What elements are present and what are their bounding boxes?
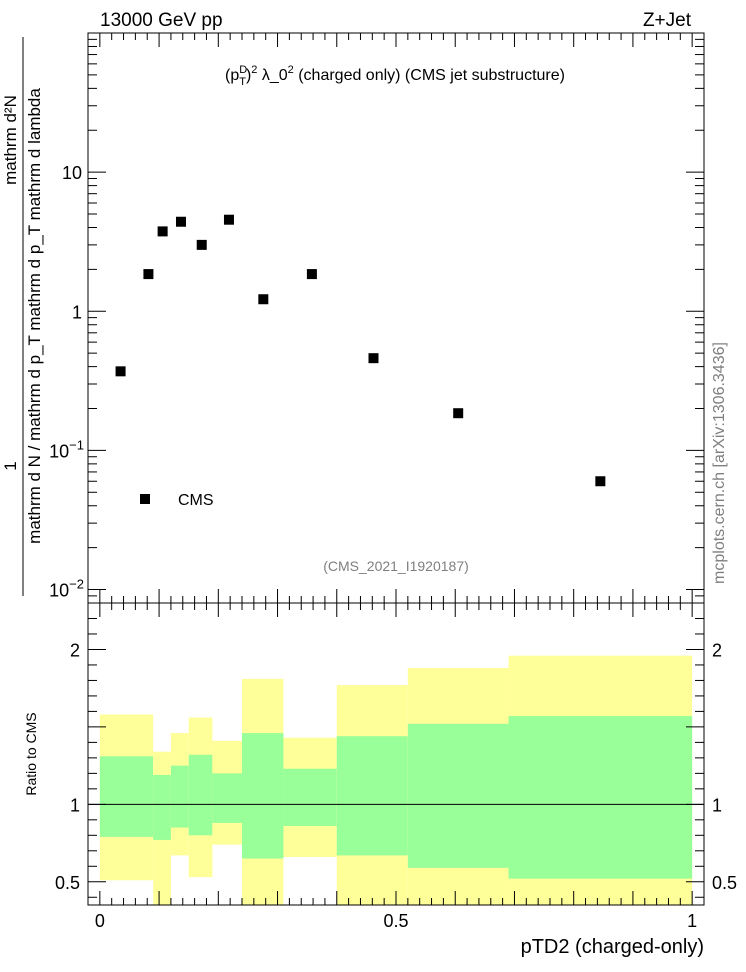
main-plot-frame bbox=[87, 32, 705, 604]
data-point-cms bbox=[368, 353, 379, 364]
data-point-cms bbox=[595, 476, 606, 487]
data-point-cms bbox=[306, 269, 317, 280]
data-point-cms bbox=[143, 269, 154, 280]
data-point-cms bbox=[223, 214, 234, 225]
data-points-cms bbox=[115, 214, 606, 487]
process-label: Z+Jet bbox=[643, 10, 692, 31]
data-point-cms bbox=[157, 226, 168, 237]
title-lambda: λ_0 bbox=[257, 67, 287, 84]
y-tick-label-exp: −1 bbox=[69, 437, 84, 452]
ratio-band-green bbox=[212, 773, 242, 823]
y-tick-label: 10−1 bbox=[49, 437, 84, 461]
y-label-numerator: mathrm d²N bbox=[1, 95, 20, 185]
ratio-y-tick-label-right: 2 bbox=[712, 640, 722, 660]
y-tick-label-base: 10 bbox=[49, 441, 69, 461]
ratio-band-green bbox=[283, 768, 337, 827]
main-y-label: 1 mathrm d²N mathrm d N / mathrm d p_T m… bbox=[1, 37, 44, 596]
data-point-cms bbox=[453, 408, 464, 419]
title-close: ) bbox=[246, 67, 251, 84]
ratio-uncertainty-bands bbox=[99, 655, 693, 905]
title-rest: (charged only) (CMS jet substructure) bbox=[294, 67, 565, 84]
y-tick-label: 10 bbox=[62, 163, 82, 183]
y-label-denominator: mathrm d N / mathrm d p_T mathrm d p_T m… bbox=[25, 88, 44, 544]
legend-marker-cms bbox=[140, 494, 150, 504]
ratio-band-green bbox=[153, 774, 171, 840]
x-axis-label: pTD2 (charged-only) bbox=[521, 936, 704, 958]
data-point-cms bbox=[196, 239, 207, 250]
y-tick-label-exp: −2 bbox=[69, 577, 84, 592]
ratio-y-tick-label-right: 0.5 bbox=[712, 873, 737, 893]
ratio-band-green bbox=[242, 733, 284, 859]
ratio-y-ticks: 0.5 0.5 1 1 2 2 bbox=[55, 617, 737, 898]
data-point-cms bbox=[175, 216, 186, 227]
y-tick-label: 1 bbox=[72, 302, 82, 322]
title-sup-2b: 2 bbox=[288, 64, 294, 76]
ratio-y-tick-label-left: 1 bbox=[70, 795, 80, 815]
ratio-band-green bbox=[170, 765, 189, 828]
y-tick-label-base: 10 bbox=[49, 581, 69, 601]
analysis-label: (CMS_2021_I1920187) bbox=[323, 558, 469, 574]
x-tick-label: 1 bbox=[687, 911, 697, 931]
data-point-cms bbox=[258, 294, 269, 305]
ratio-band-green bbox=[336, 736, 408, 856]
ratio-y-tick-label-left: 0.5 bbox=[55, 873, 80, 893]
ratio-y-tick-label-left: 2 bbox=[70, 640, 80, 660]
title-open: (p bbox=[225, 67, 239, 84]
y-label-prefix: 1 bbox=[1, 461, 20, 470]
title-sup-d: D bbox=[239, 64, 247, 76]
title-sub-t: T bbox=[239, 76, 246, 88]
data-point-cms bbox=[115, 366, 126, 377]
energy-label: 13000 GeV pp bbox=[100, 10, 223, 31]
y-tick-label: 10−2 bbox=[49, 577, 84, 601]
plot-title: (pD T)2 λ_02 (charged only) (CMS jet subs… bbox=[225, 64, 565, 88]
legend-label-cms: CMS bbox=[178, 492, 214, 509]
ratio-plot: 0.5 0.51 12 2 0 0.5 1 bbox=[55, 602, 737, 931]
watermark: mcplots.cern.ch [arXiv:1306.3436] bbox=[711, 342, 728, 584]
ratio-y-label: Ratio to CMS bbox=[23, 712, 39, 795]
ratio-x-ticks: 0 0.5 1 bbox=[95, 603, 697, 931]
main-x-ticks bbox=[99, 33, 693, 603]
ratio-band-green bbox=[99, 756, 154, 837]
ratio-band-green bbox=[188, 754, 213, 836]
ratio-band-green bbox=[508, 716, 693, 879]
x-tick-label: 0 bbox=[95, 911, 105, 931]
x-tick-label: 0.5 bbox=[383, 911, 408, 931]
ratio-band-green bbox=[407, 723, 509, 868]
title-sup-2: 2 bbox=[251, 64, 257, 76]
ratio-y-tick-label-right: 1 bbox=[712, 795, 722, 815]
